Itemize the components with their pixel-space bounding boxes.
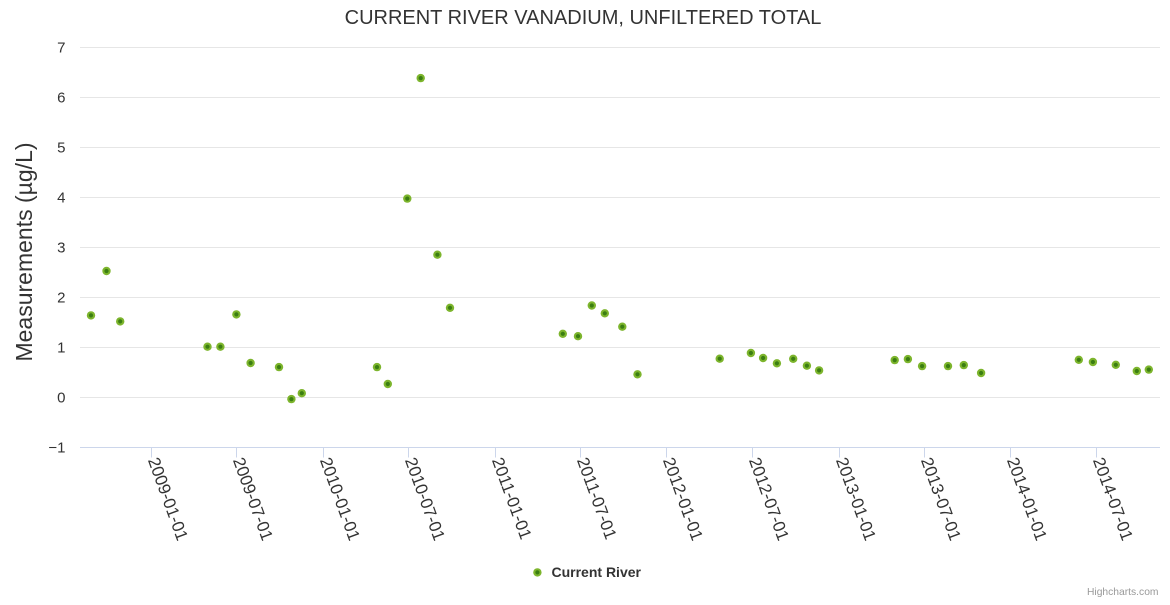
svg-text:0: 0 (57, 389, 65, 406)
svg-text:6: 6 (57, 89, 65, 106)
svg-text:Current River: Current River (552, 564, 642, 580)
svg-text:4: 4 (57, 189, 65, 206)
svg-text:Highcharts.com: Highcharts.com (1087, 587, 1159, 598)
svg-text:Measurements (µg/L): Measurements (µg/L) (11, 142, 37, 361)
svg-text:3: 3 (57, 239, 65, 256)
svg-text:CURRENT RIVER VANADIUM, UNFILT: CURRENT RIVER VANADIUM, UNFILTERED TOTAL (345, 7, 822, 29)
svg-text:5: 5 (57, 139, 65, 156)
svg-text:7: 7 (57, 39, 65, 56)
svg-text:−1: −1 (48, 439, 65, 456)
svg-text:1: 1 (57, 339, 65, 356)
svg-text:2: 2 (57, 289, 65, 306)
